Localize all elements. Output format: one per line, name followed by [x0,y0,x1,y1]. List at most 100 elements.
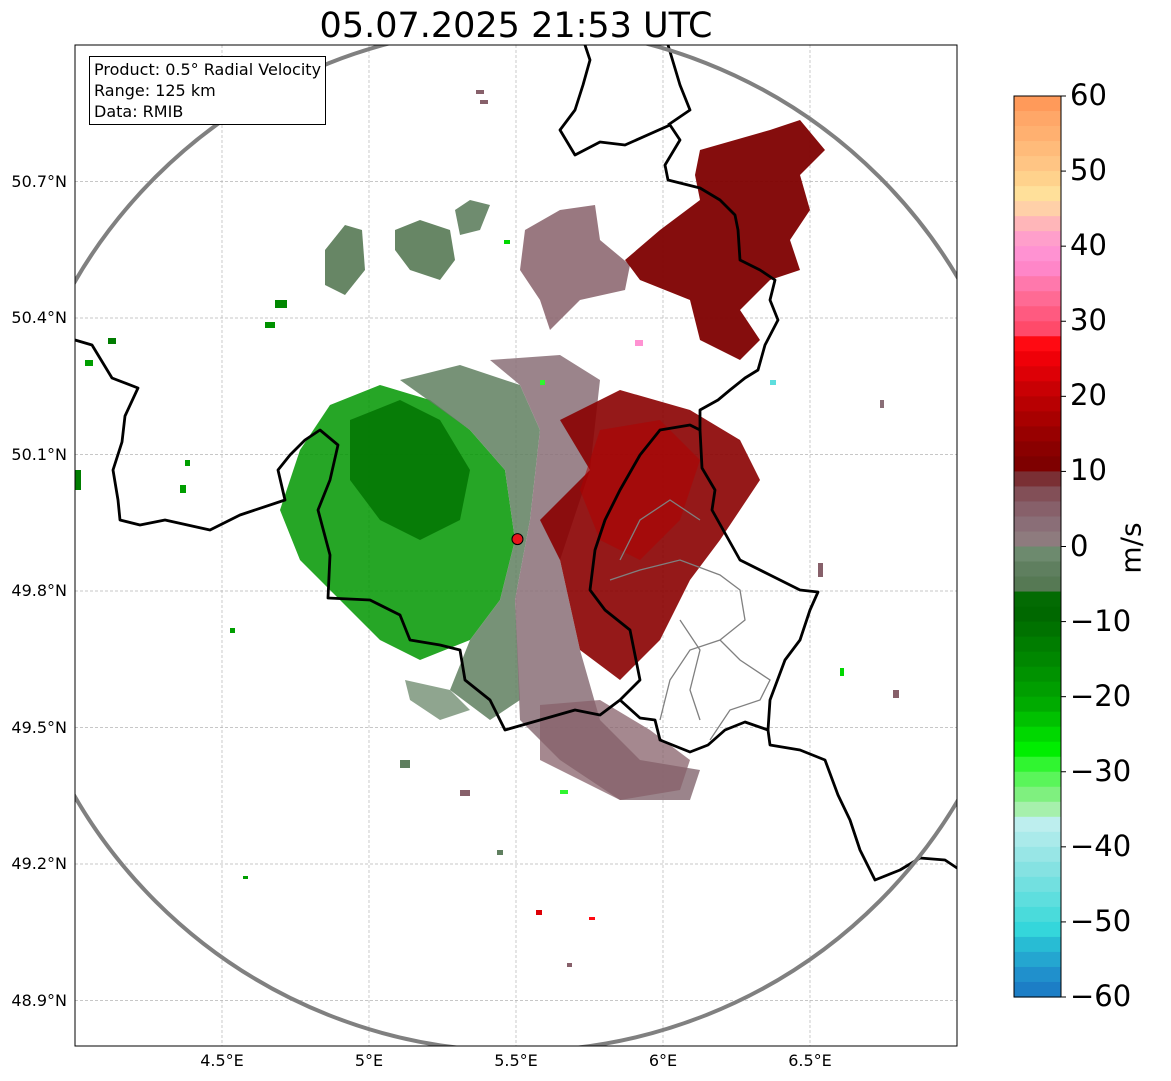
colorbar-segment [1014,681,1061,698]
colorbar-tick-label: 20 [1070,378,1107,413]
colorbar-segment [1014,726,1061,743]
colorbar-segment [1014,96,1061,112]
lat-tick-label: 49.8°N [11,581,67,600]
colorbar-tick-label: 40 [1070,228,1107,263]
colorbar-segment [1014,786,1061,803]
lat-tick-label: 50.7°N [11,171,67,191]
colorbar-tick-label: −20 [1070,678,1132,713]
echo-outbound-strong [580,420,700,560]
colorbar-segment [1014,351,1061,367]
colorbar-segment [1014,846,1061,863]
colorbar-segment [1014,231,1061,247]
colorbar-tick-label: 50 [1070,153,1107,188]
colorbar-tick-label: −40 [1070,828,1132,863]
echo-north-inbound-c [455,200,490,235]
lat-tick-label: 49.2°N [11,854,67,873]
colorbar-segment [1014,591,1061,608]
colorbar-segment [1014,711,1061,728]
colorbar-tick-label: 30 [1070,303,1107,338]
colorbar-segment [1014,966,1061,983]
colorbar-segment [1014,531,1061,548]
colorbar-segment [1014,261,1061,277]
lat-tick-label: 50.1°N [11,444,67,464]
country-borders [75,45,957,882]
echo-north-inbound-a [395,220,455,280]
lon-tick-label: 6°E [648,1051,678,1070]
echo-ne-outbound [625,120,825,360]
colorbar-segment [1014,366,1061,382]
colorbar-segment [1014,276,1061,292]
border-west-belgium-france [75,338,621,732]
colorbar-segment [1014,201,1061,217]
colorbar-segment [1014,651,1061,668]
echo-south-weak [405,680,470,720]
lat-tick-label: 48.9°N [11,990,67,1010]
colorbar-segment [1014,546,1061,563]
colorbar-segment [1014,921,1061,938]
colorbar-segment [1014,636,1061,653]
colorbar-tick-label: 10 [1070,453,1107,488]
colorbar-segment [1014,696,1061,713]
info-range: Range: 125 km [94,81,216,100]
border-north-east [666,45,692,127]
lon-tick-label: 5°E [354,1051,384,1070]
colorbar-segment [1014,381,1061,397]
echo-zero-band [490,355,700,800]
colorbar-segment [1014,756,1061,773]
echo-north-inbound-b [325,225,365,295]
echo-north-zero [520,205,630,330]
colorbar-segment [1014,141,1061,157]
lon-tick-label: 6.5°E [788,1051,832,1070]
info-source: Data: RMIB [94,102,184,121]
border-south-east [766,729,957,882]
colorbar-tick-label: −30 [1070,753,1132,788]
colorbar-segment [1014,171,1061,187]
colorbar-segment [1014,951,1061,968]
colorbar-segment [1014,891,1061,908]
colorbar-segment [1014,876,1061,893]
colorbar-segment [1014,456,1061,473]
echo-south-zero [540,700,690,800]
echo-speckle [75,90,899,967]
echo-inbound-dark [350,400,470,540]
radar-site-marker [511,533,524,546]
colorbar-segment [1014,861,1061,878]
border-luxembourg [588,423,820,754]
colorbar-segment [1014,306,1061,322]
colorbar-segment [1014,831,1061,848]
colorbar-segment [1014,441,1061,457]
colorbar-tick-label: 60 [1070,78,1107,112]
colorbar-segment [1014,741,1061,758]
colorbar-segment [1014,486,1061,503]
colorbar-segment [1014,216,1061,232]
colorbar-segment [1014,516,1061,533]
colorbar-segment [1014,501,1061,518]
velocity-echoes [75,90,899,967]
colorbar-segment [1014,606,1061,623]
colorbar-segment [1014,906,1061,923]
colorbar-segment [1014,156,1061,172]
colorbar-segment [1014,336,1061,352]
colorbar-segment [1014,186,1061,202]
colorbar-tick-label: −10 [1070,603,1132,638]
colorbar-tick-label: −50 [1070,903,1132,938]
colorbar-segment [1014,471,1061,488]
colorbar-segment [1014,576,1061,593]
lon-tick-label: 4.5°E [200,1051,244,1070]
colorbar-segment [1014,666,1061,683]
colorbar-segment [1014,246,1061,262]
colorbar-segment [1014,801,1061,818]
region-boundaries [609,499,771,741]
info-box: Product: 0.5° Radial Velocity Range: 125… [89,56,327,125]
colorbar-segment [1014,936,1061,953]
colorbar-segment [1014,981,1061,998]
map-frame [74,44,958,1047]
colorbar-segment [1014,126,1061,142]
colorbar-segment [1014,291,1061,307]
colorbar-tick-label: −60 [1070,979,1132,1013]
colorbar-segment [1014,816,1061,833]
colorbar-segment [1014,771,1061,788]
lat-tick-label: 49.5°N [11,717,67,737]
lat-tick-label: 50.4°N [11,308,67,327]
